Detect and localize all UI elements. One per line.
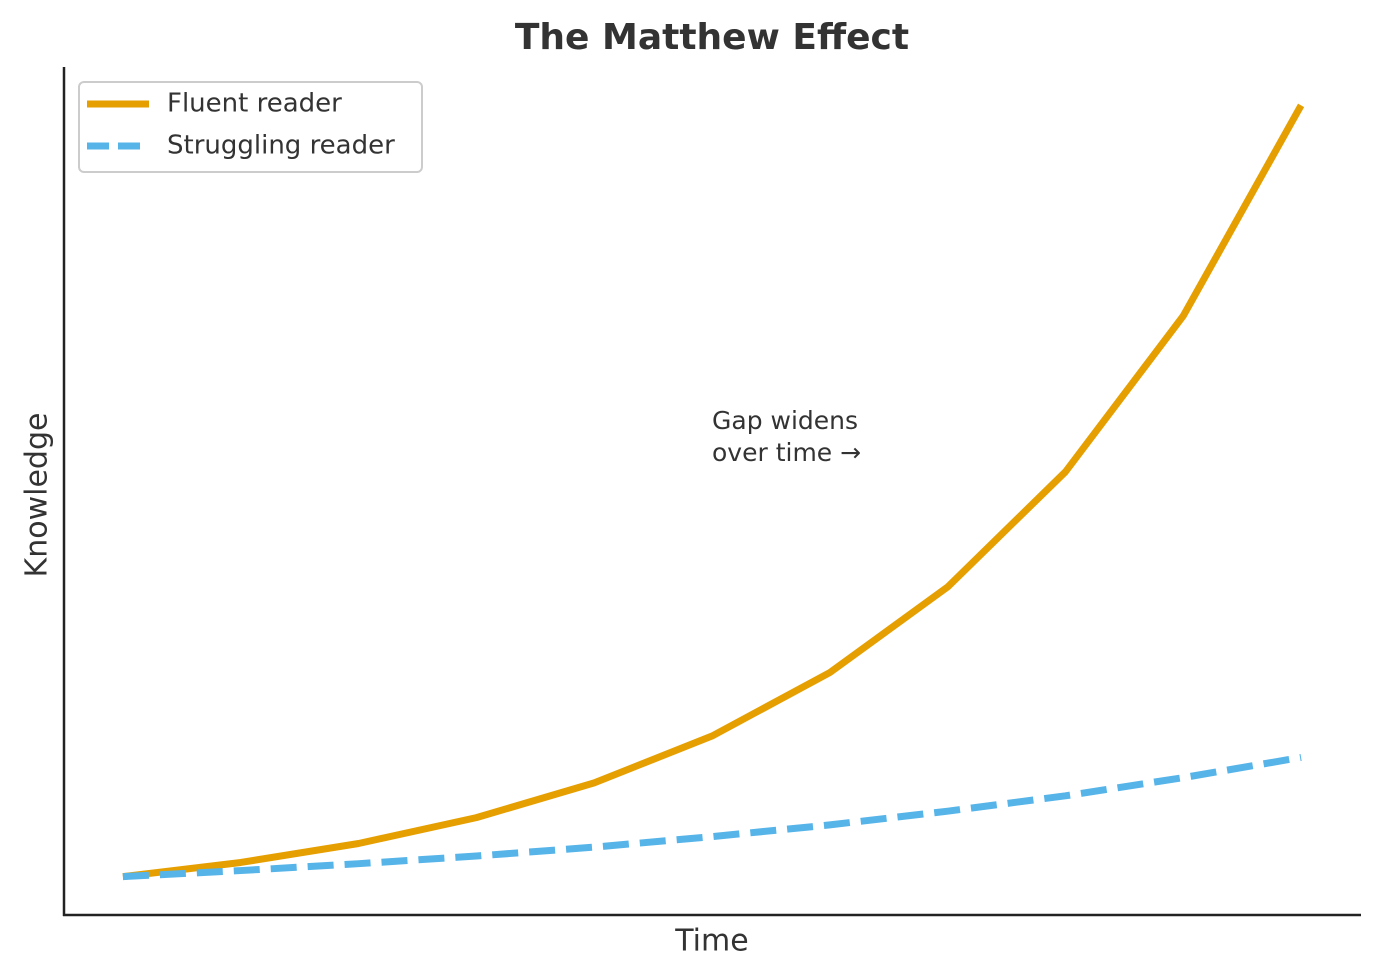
- legend-label: Fluent reader: [167, 89, 342, 119]
- y-axis-label: Knowledge: [20, 413, 55, 578]
- x-axis-label: Time: [674, 924, 748, 959]
- series-line: [122, 753, 1302, 881]
- series-line: [122, 103, 1305, 881]
- legend-box: [78, 81, 423, 173]
- annotation: Gap widens: [712, 406, 858, 435]
- legend-label: Struggling reader: [167, 131, 395, 161]
- annotation: over time →: [712, 438, 861, 467]
- chart-title: The Matthew Effect: [515, 17, 909, 58]
